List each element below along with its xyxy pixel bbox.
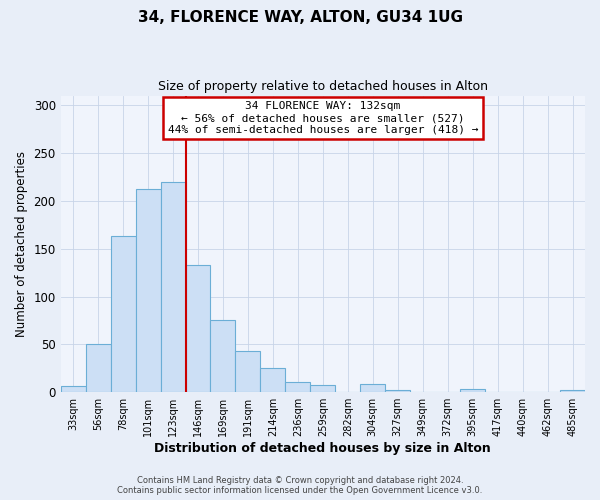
Bar [86, 344, 110, 392]
Bar [61, 386, 86, 392]
Title: Size of property relative to detached houses in Alton: Size of property relative to detached ho… [158, 80, 488, 93]
Bar [110, 236, 136, 392]
Text: 34, FLORENCE WAY, ALTON, GU34 1UG: 34, FLORENCE WAY, ALTON, GU34 1UG [137, 10, 463, 25]
Text: 34 FLORENCE WAY: 132sqm
← 56% of detached houses are smaller (527)
44% of semi-d: 34 FLORENCE WAY: 132sqm ← 56% of detache… [167, 102, 478, 134]
Bar [136, 190, 161, 392]
Bar [161, 182, 185, 392]
Bar [360, 384, 385, 392]
Bar [385, 390, 410, 392]
Bar [260, 368, 286, 392]
Bar [185, 265, 211, 392]
Bar [560, 390, 585, 392]
X-axis label: Distribution of detached houses by size in Alton: Distribution of detached houses by size … [154, 442, 491, 455]
Y-axis label: Number of detached properties: Number of detached properties [15, 151, 28, 337]
Bar [235, 351, 260, 392]
Bar [310, 384, 335, 392]
Bar [211, 320, 235, 392]
Bar [460, 390, 485, 392]
Text: Contains HM Land Registry data © Crown copyright and database right 2024.
Contai: Contains HM Land Registry data © Crown c… [118, 476, 482, 495]
Bar [286, 382, 310, 392]
